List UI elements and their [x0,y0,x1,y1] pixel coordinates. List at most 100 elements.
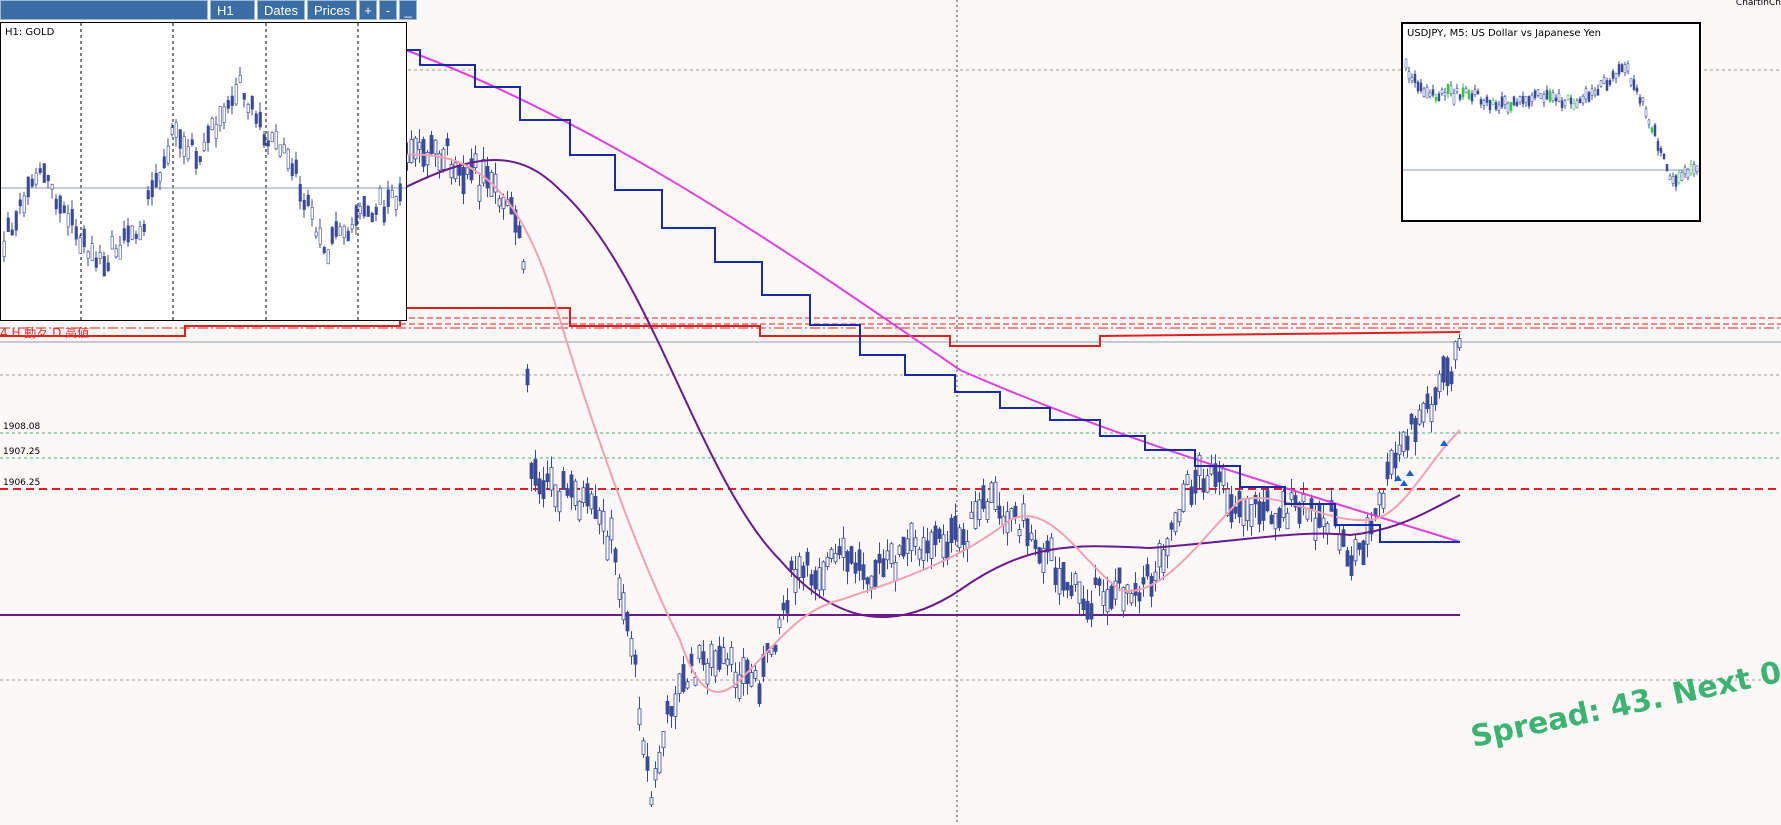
candle-body [1329,500,1334,512]
gold-candle-body [118,244,122,260]
usdjpy-candle-body [1671,176,1675,184]
candle-body [1145,564,1150,577]
candle-body [1401,431,1406,453]
candle-body [901,536,906,557]
chart-window-title-bar[interactable] [0,0,208,20]
gold-candle-body [398,183,402,202]
usdjpy-candle-body [1434,96,1438,101]
candle-body [1357,542,1362,550]
medium-ma-line [399,159,1461,618]
usdjpy-candle-body [1551,92,1555,101]
gold-candle-body [150,180,154,198]
candle-body [869,575,874,589]
candle-body [733,671,738,689]
candle-body [1041,548,1046,573]
candle-body [465,167,470,175]
candle-body [1393,452,1398,469]
candle-body [797,556,802,578]
candle-body [1301,494,1306,503]
candle-body [529,462,534,479]
usdjpy-candle-body [1458,94,1462,100]
gold-candle-body [42,163,46,183]
usdjpy-candle-body [1602,77,1606,84]
usdjpy-candle-body [1491,100,1495,105]
candle-body [1137,592,1142,602]
candle-body [1449,371,1454,385]
usdjpy-candle-body [1410,77,1414,82]
usdjpy-candle-body [1416,81,1420,92]
zoom-in-button[interactable]: + [359,0,378,20]
usdjpy-candle-body [1506,102,1510,113]
usdjpy-mini-chart[interactable]: USDJPY, M5: US Dollar vs Japanese Yen [1401,22,1701,222]
usdjpy-candle-body [1605,80,1609,91]
usdjpy-candle-body [1413,73,1417,84]
candle-body [1289,492,1294,500]
candle-body [433,139,438,155]
indicator-lines [399,47,1461,693]
candle-body [1437,373,1442,393]
gold-mini-chart[interactable]: H1: GOLD [0,22,407,321]
candle-body [889,543,894,564]
candle-body [1317,503,1322,528]
gold-candle-body [114,248,118,258]
candle-body [1053,567,1058,585]
usdjpy-candle-body [1686,169,1690,179]
usdjpy-candle-body [1554,97,1558,102]
candle-body [461,166,466,195]
zoom-out-button[interactable]: - [379,0,398,20]
candle-body [545,473,550,483]
candle-body [673,693,678,717]
minimize-button[interactable]: _ [399,0,418,20]
candle-body [413,137,418,160]
candle-body [653,768,658,781]
usdjpy-candle-body [1638,97,1642,104]
candle-body [1381,492,1386,509]
usdjpy-candle-body [1449,85,1453,94]
gold-candle-body [386,189,390,207]
candle-body [1277,508,1282,528]
candle-body [625,612,630,632]
gold-candle-body [282,144,286,154]
candle-body [441,148,446,170]
gold-candle-body [338,226,342,236]
candle-body [993,481,998,510]
usdjpy-candle-body [1428,92,1432,97]
candle-body [693,676,698,686]
usdjpy-candle-body [1641,97,1645,102]
gold-candle-body [278,144,282,157]
gold-candle-body [54,198,58,210]
candle-body [1341,529,1346,547]
candle-body [641,740,646,755]
candle-body [865,577,870,585]
candle-body [1453,341,1458,361]
candle-body [1121,586,1126,612]
usdjpy-candle-body [1629,77,1633,86]
candle-body [1029,532,1034,541]
candle-body [949,517,954,544]
candle-body [1257,501,1262,525]
buy-arrow-marker [1406,470,1414,476]
dates-button[interactable]: Dates [257,0,305,20]
candle-body [953,516,958,540]
candle-body [649,797,654,806]
candle-body [1037,547,1042,564]
buy-arrow-marker [1440,440,1448,446]
gold-mini-chart-title: H1: GOLD [5,27,55,38]
candle-body [1237,490,1242,518]
candle-body [1093,577,1098,586]
candle-body [833,553,838,563]
candle-body [645,756,650,771]
candle-body [1369,520,1374,535]
gold-candle-body [170,127,174,135]
usdjpy-candle-body [1533,90,1537,99]
candle-body [961,529,966,545]
candle-body [717,645,722,670]
prices-button[interactable]: Prices [306,0,358,20]
usdjpy-candle-body [1659,148,1663,153]
usdjpy-candle-body [1539,93,1543,99]
usdjpy-candle-body [1518,96,1522,103]
gold-candle-body [230,95,234,106]
timeframe-button[interactable]: H1 [210,0,255,20]
candle-body [929,531,934,559]
